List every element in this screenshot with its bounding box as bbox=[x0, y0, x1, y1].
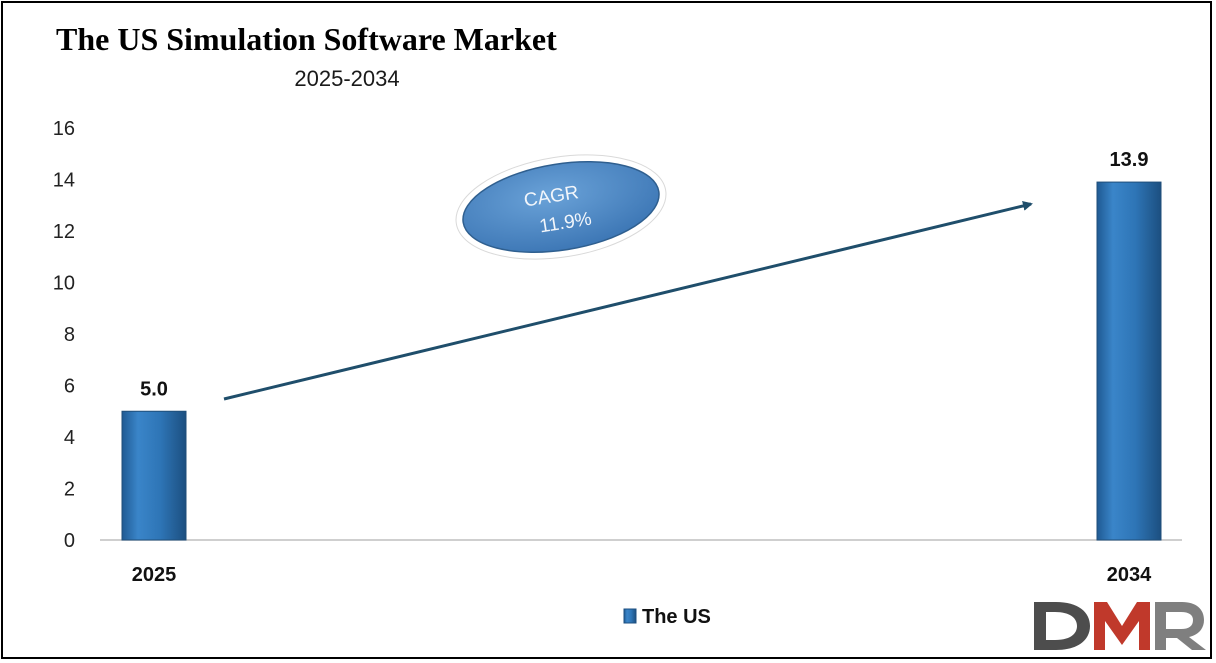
bar-2034 bbox=[1096, 181, 1162, 541]
y-tick-label: 14 bbox=[53, 170, 75, 192]
y-axis: 0 2 4 6 8 10 12 14 16 bbox=[53, 118, 75, 552]
dmr-logo bbox=[1034, 602, 1206, 650]
legend-label: The US bbox=[642, 606, 711, 628]
cagr-annotation: CAGR 11.9% bbox=[455, 154, 667, 260]
y-tick-label: 0 bbox=[64, 530, 75, 552]
y-tick-label: 6 bbox=[64, 376, 75, 398]
logo-letter-m bbox=[1094, 602, 1150, 650]
growth-arrow bbox=[223, 201, 1033, 401]
logo-letter-d bbox=[1034, 602, 1090, 650]
legend: The US bbox=[623, 606, 711, 628]
x-axis-labels: 2025 2034 bbox=[132, 564, 1152, 586]
data-label-2034: 13.9 bbox=[1110, 149, 1149, 171]
y-tick-label: 8 bbox=[64, 324, 75, 346]
data-labels: 5.0 13.9 bbox=[140, 149, 1148, 400]
y-tick-label: 10 bbox=[53, 273, 75, 295]
y-tick-label: 2 bbox=[64, 479, 75, 501]
bars bbox=[121, 181, 1162, 541]
y-tick-label: 4 bbox=[64, 427, 75, 449]
data-label-2025: 5.0 bbox=[140, 378, 168, 400]
x-tick-label-2025: 2025 bbox=[132, 564, 177, 586]
chart-title: The US Simulation Software Market bbox=[56, 21, 557, 57]
x-tick-label-2034: 2034 bbox=[1107, 564, 1152, 586]
chart-subtitle: 2025-2034 bbox=[294, 66, 399, 91]
y-tick-label: 16 bbox=[53, 118, 75, 140]
y-tick-label: 12 bbox=[53, 221, 75, 243]
bar-2025 bbox=[121, 410, 187, 541]
legend-swatch bbox=[623, 608, 637, 624]
logo-letter-r bbox=[1155, 602, 1206, 650]
